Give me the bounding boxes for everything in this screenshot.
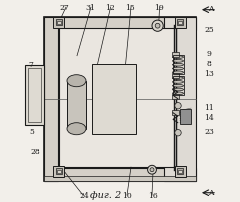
Text: 16: 16	[148, 192, 158, 200]
Bar	[28, 68, 41, 122]
Bar	[172, 94, 179, 99]
Ellipse shape	[173, 88, 184, 91]
Text: 14: 14	[204, 114, 214, 122]
Bar	[57, 170, 60, 173]
Bar	[56, 19, 62, 25]
Text: 8: 8	[207, 60, 211, 68]
Bar	[44, 17, 196, 181]
Text: 24: 24	[79, 192, 89, 200]
Text: 7: 7	[29, 61, 33, 69]
Bar	[25, 65, 44, 125]
Text: A: A	[208, 5, 214, 13]
Text: 5: 5	[30, 128, 34, 136]
Bar	[92, 64, 136, 134]
Ellipse shape	[173, 63, 184, 66]
Ellipse shape	[173, 67, 184, 70]
Bar	[179, 170, 181, 173]
Text: A: A	[208, 189, 214, 197]
Ellipse shape	[173, 60, 184, 62]
Circle shape	[150, 168, 154, 172]
Bar	[173, 55, 184, 74]
Text: 19: 19	[154, 4, 164, 12]
Bar	[172, 73, 179, 78]
Bar	[44, 176, 196, 181]
Text: 9: 9	[207, 50, 211, 58]
Text: фиг. 2: фиг. 2	[90, 191, 122, 200]
Text: 28: 28	[30, 148, 40, 156]
Ellipse shape	[67, 75, 86, 87]
Bar	[54, 17, 65, 28]
Text: 25: 25	[204, 26, 214, 34]
Text: 13: 13	[204, 70, 214, 78]
Text: 23: 23	[204, 128, 214, 136]
Bar	[44, 17, 196, 30]
Bar	[44, 168, 196, 181]
Text: 31: 31	[85, 4, 95, 12]
Bar	[172, 110, 179, 115]
Bar	[67, 81, 86, 129]
Bar	[173, 76, 184, 95]
Bar	[174, 166, 186, 177]
Text: 15: 15	[125, 4, 135, 12]
Bar	[56, 168, 62, 174]
Circle shape	[148, 165, 156, 174]
Bar	[179, 21, 181, 24]
Text: 27: 27	[59, 4, 69, 12]
Text: 11: 11	[204, 104, 214, 112]
Circle shape	[175, 102, 181, 109]
Bar	[54, 166, 65, 177]
Bar	[180, 109, 191, 124]
Ellipse shape	[173, 77, 184, 79]
Ellipse shape	[173, 56, 184, 58]
Bar	[44, 17, 58, 181]
Ellipse shape	[173, 71, 184, 74]
Circle shape	[155, 23, 160, 28]
Bar	[177, 168, 183, 174]
Ellipse shape	[67, 123, 86, 135]
Bar	[59, 28, 176, 167]
Bar	[177, 19, 183, 25]
Bar	[174, 17, 186, 28]
Circle shape	[152, 20, 163, 31]
Text: 10: 10	[122, 192, 132, 200]
Ellipse shape	[173, 81, 184, 83]
Bar	[164, 17, 196, 181]
Bar	[57, 21, 60, 24]
Bar	[172, 52, 179, 57]
Ellipse shape	[173, 84, 184, 87]
Text: 12: 12	[105, 4, 115, 12]
Ellipse shape	[173, 92, 184, 95]
Circle shape	[175, 129, 181, 136]
